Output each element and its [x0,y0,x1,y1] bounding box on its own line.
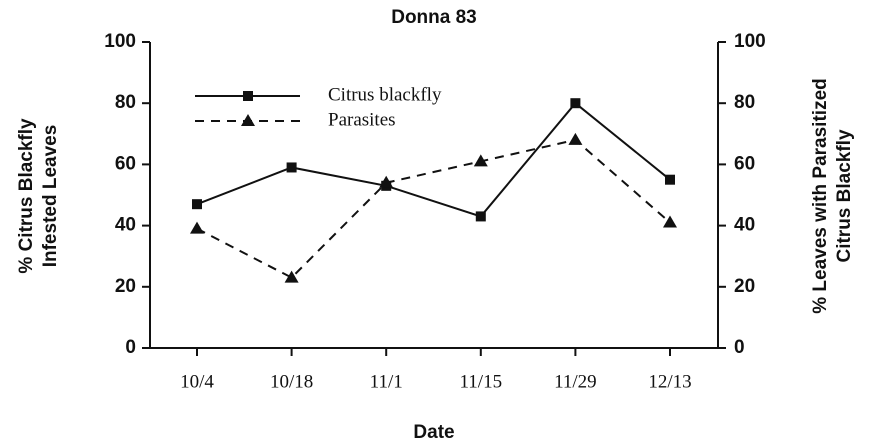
x-tick-label: 11/15 [460,371,503,392]
x-tick-label: 10/4 [180,371,214,392]
y2-tick-label: 40 [734,215,755,236]
y-tick-label: 100 [104,31,136,52]
series-line [196,138,671,279]
point-marker [475,211,486,222]
y2-tick-label: 20 [734,276,755,297]
y2-axis-label: % Leaves with Parasitized Citrus Blackfl… [810,78,855,314]
point-marker [473,154,488,167]
y-axis-label-line: % Citrus Blackfly [16,118,37,274]
y-tick-label: 0 [125,337,136,358]
legend-label: Parasites [328,109,396,130]
chart-title: Donna 83 [391,7,477,28]
y2-axis-label-line: % Leaves with Parasitized [810,78,831,314]
y2-tick-label: 0 [734,337,745,358]
x-axis-label: Date [413,422,454,443]
y-tick-label: 20 [115,276,136,297]
y-tick-label: 80 [115,92,136,113]
point-marker [190,221,204,234]
legend-marker [243,91,253,101]
x-tick-label: 11/29 [554,371,597,392]
point-marker [663,215,677,228]
point-marker [192,199,202,210]
y-tick-label: 40 [115,215,136,236]
point-marker [284,270,299,283]
y2-axis-label-line: Citrus Blackfly [834,129,855,262]
legend-marker [241,114,255,126]
legend-label: Citrus blackfly [328,84,442,105]
point-marker [286,162,297,173]
y-axis-label-line: Infested Leaves [40,125,61,268]
y-tick-label: 60 [115,153,136,174]
x-tick-label: 12/13 [648,371,691,392]
point-marker [570,98,581,109]
y2-tick-label: 60 [734,153,755,174]
point-marker [568,132,583,145]
point-marker [665,174,675,185]
y-axis-label: % Citrus Blackfly Infested Leaves [16,118,61,274]
series-line [196,101,671,218]
x-tick-label: 10/18 [270,371,313,392]
y2-tick-label: 100 [734,31,766,52]
y2-tick-label: 80 [734,92,755,113]
x-tick-label: 11/1 [370,371,403,392]
point-marker [379,175,394,188]
